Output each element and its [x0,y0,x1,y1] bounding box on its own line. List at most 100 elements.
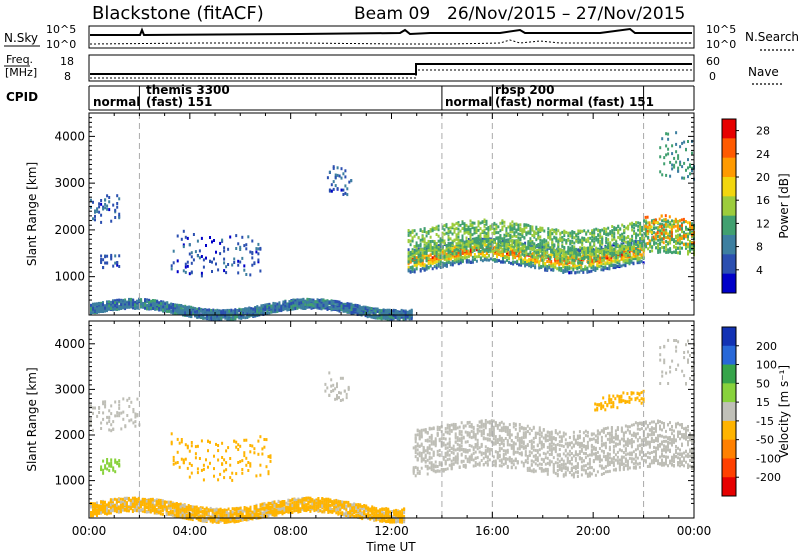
data-cell [639,261,641,264]
data-cell [323,299,325,302]
data-cell [468,250,470,253]
data-cell [515,223,517,226]
data-cell [452,233,454,236]
data-cell [541,253,543,256]
data-cell [529,242,531,245]
data-cell [454,261,456,264]
data-cell [541,229,543,232]
data-cell [497,243,499,246]
data-cell [520,259,522,262]
data-cell [436,245,438,248]
data-cell [195,250,197,253]
data-cell [223,261,225,264]
data-cell [172,306,174,309]
data-cell [114,304,116,307]
data-cell [515,229,517,232]
data-cell [272,302,274,305]
data-cell [619,234,621,237]
data-cell [541,248,543,251]
data-cell [675,251,677,254]
data-cell [557,245,559,248]
data-cell [472,224,474,227]
data-cell [412,231,414,234]
data-cell [570,271,572,274]
data-cell [171,264,173,267]
data-cell [482,248,484,251]
data-cell [569,252,571,255]
data-cell [470,254,472,257]
data-cell [585,238,587,241]
data-cell [432,240,434,243]
data-cell [472,259,474,262]
data-cell [341,177,343,180]
data-cell [503,245,505,248]
data-cell [302,306,304,309]
data-cell [521,235,523,238]
data-cell [549,258,551,261]
data-cell [573,262,575,265]
data-cell [190,315,192,318]
data-cell [559,260,561,263]
data-cell [100,203,102,206]
data-cell [556,261,558,264]
data-cell [236,310,238,313]
data-cell [254,310,256,313]
data-cell [462,252,464,255]
data-cell [458,242,460,245]
data-cell [573,259,575,262]
data-cell [257,252,259,255]
data-cell [543,238,545,241]
data-cell [605,228,607,231]
data-cell [559,233,561,236]
data-cell [432,228,434,231]
data-cell [428,266,430,269]
data-cell [525,232,527,235]
data-cell [487,250,489,253]
data-cell [607,243,609,246]
data-cell [537,251,539,254]
data-cell [329,171,331,174]
data-cell [438,256,440,259]
data-cell [488,259,490,262]
data-cell [517,241,519,244]
data-cell [474,228,476,231]
data-cell [454,228,456,231]
data-cell [222,315,224,318]
data-cell [428,246,430,249]
data-cell [222,309,224,312]
data-cell [633,250,635,253]
data-cell [118,213,120,216]
data-cell [422,256,424,259]
data-cell [513,223,515,226]
data-cell [486,232,488,235]
data-cell [541,241,543,244]
data-cell [537,257,539,260]
data-cell [96,311,98,314]
data-cell [225,265,227,268]
data-cell [460,242,462,245]
data-cell [592,265,594,268]
data-cell [124,305,126,308]
data-cell [182,305,184,308]
data-cell [104,262,106,265]
data-cell [480,238,482,241]
data-cell [623,264,625,267]
data-cell [623,253,625,256]
data-cell [462,244,464,247]
data-cell [408,257,410,260]
cpid-strip: CPID normal themis 3300 (fast) 151 norma… [6,83,694,110]
data-cell [497,246,499,249]
data-cell [480,227,482,230]
data-cell [497,241,499,244]
data-cell [130,298,132,301]
data-cell [156,300,158,303]
data-cell [599,229,601,232]
data-cell [557,229,559,232]
data-cell [418,251,420,254]
data-cell [689,223,691,226]
data-cell [663,237,665,240]
data-cell [579,261,581,264]
data-cell [132,299,134,302]
data-cell [511,228,513,231]
data-cell [605,248,607,251]
